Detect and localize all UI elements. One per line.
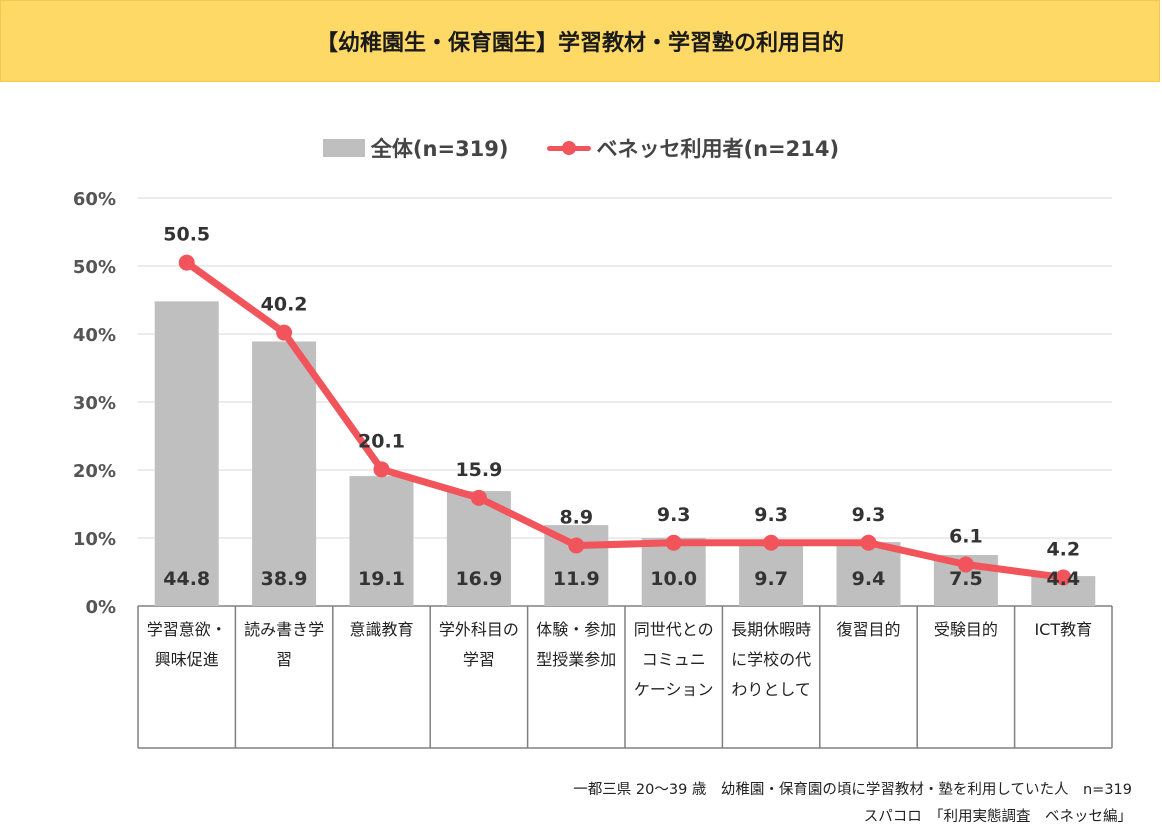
line-point xyxy=(276,324,293,341)
line-series xyxy=(183,259,1067,581)
category-label: 体験・参加 xyxy=(536,620,616,639)
bar-value-label: 16.9 xyxy=(455,568,502,590)
title-banner: 【幼稚園生・保育園生】学習教材・学習塾の利用目的 xyxy=(0,0,1160,82)
line-value-label: 9.3 xyxy=(852,504,886,526)
y-tick-label: 60% xyxy=(73,189,116,210)
line-value-label: 8.9 xyxy=(559,506,593,528)
category-label: 受験目的 xyxy=(934,620,998,639)
bar-value-label: 38.9 xyxy=(261,568,308,590)
category-label: 学外科目の xyxy=(439,620,519,639)
category-label: ケーション xyxy=(634,680,714,699)
legend-line-label: ベネッセ利用者(n=214) xyxy=(596,137,840,161)
category-label: 意識教育 xyxy=(349,620,413,639)
category-label: 読み書き学 xyxy=(244,620,324,639)
category-label: コミュニ xyxy=(642,650,706,669)
category-label: わりとして xyxy=(731,680,811,699)
bar-value-label: 9.7 xyxy=(754,568,788,590)
footnote-line-1: 一都三県 20～39 歳 幼稚園・保育園の頃に学習教材・塾を利用していた人 n=… xyxy=(573,782,1132,798)
line-point xyxy=(957,556,974,573)
category-label: 復習目的 xyxy=(836,620,900,639)
y-tick-label: 40% xyxy=(73,325,116,346)
line-value-label: 20.1 xyxy=(358,430,405,452)
category-label: 同世代との xyxy=(634,620,714,639)
line-point xyxy=(665,534,682,551)
bar-value-label: 7.5 xyxy=(949,568,983,590)
bar-value-label: 44.8 xyxy=(163,568,210,590)
legend: 全体(n=319) ベネッセ利用者(n=214) xyxy=(0,133,1162,163)
y-tick-label: 0% xyxy=(85,597,116,618)
bar-value-label: 11.9 xyxy=(553,568,600,590)
line-point xyxy=(373,461,390,478)
y-tick-label: 30% xyxy=(73,393,116,414)
y-tick-label: 10% xyxy=(73,529,116,550)
y-tick-label: 50% xyxy=(73,257,116,278)
legend-item-line: ベネッセ利用者(n=214) xyxy=(546,133,840,163)
line-value-label: 9.3 xyxy=(754,504,788,526)
line-point xyxy=(860,534,877,551)
bar-value-label: 9.4 xyxy=(852,568,886,590)
category-label: 興味促進 xyxy=(155,650,219,669)
legend-bar-label: 全体(n=319) xyxy=(370,137,509,161)
category-label: に学校の代 xyxy=(731,650,811,669)
line-value-label: 9.3 xyxy=(657,504,691,526)
line-point xyxy=(763,534,780,551)
footnote-line-2: スパコロ 「利用実態調査 ベネッセ編」 xyxy=(863,809,1132,825)
line-value-label: 40.2 xyxy=(261,294,308,316)
legend-line-swatch xyxy=(546,139,591,157)
category-label: 習 xyxy=(276,650,292,669)
category-label: 型授業参加 xyxy=(536,650,616,669)
legend-item-bar: 全体(n=319) xyxy=(322,133,509,163)
y-tick-label: 20% xyxy=(73,461,116,482)
bar xyxy=(739,540,804,606)
bar-value-label: 19.1 xyxy=(358,568,405,590)
category-label: 学習 xyxy=(463,650,495,669)
bar-value-label: 4.4 xyxy=(1046,568,1080,590)
category-label: ICT教育 xyxy=(1034,620,1092,639)
legend-bar-swatch xyxy=(322,139,365,157)
chart-title: 【幼稚園生・保育園生】学習教材・学習塾の利用目的 xyxy=(315,31,844,56)
line-value-label: 6.1 xyxy=(949,526,983,548)
line-value-label: 15.9 xyxy=(455,459,502,481)
bar xyxy=(154,301,219,606)
line-value-label: 50.5 xyxy=(163,224,210,246)
category-label: 長期休暇時 xyxy=(731,620,811,639)
category-label: 学習意欲・ xyxy=(147,620,227,639)
line-point xyxy=(568,537,585,554)
line-value-label: 4.2 xyxy=(1046,538,1080,560)
line-point xyxy=(178,254,195,271)
line-point xyxy=(470,489,487,506)
bar xyxy=(252,341,317,606)
line-point xyxy=(1055,569,1072,586)
bar xyxy=(836,542,901,606)
bar-value-label: 10.0 xyxy=(650,568,697,590)
bar xyxy=(349,476,414,606)
